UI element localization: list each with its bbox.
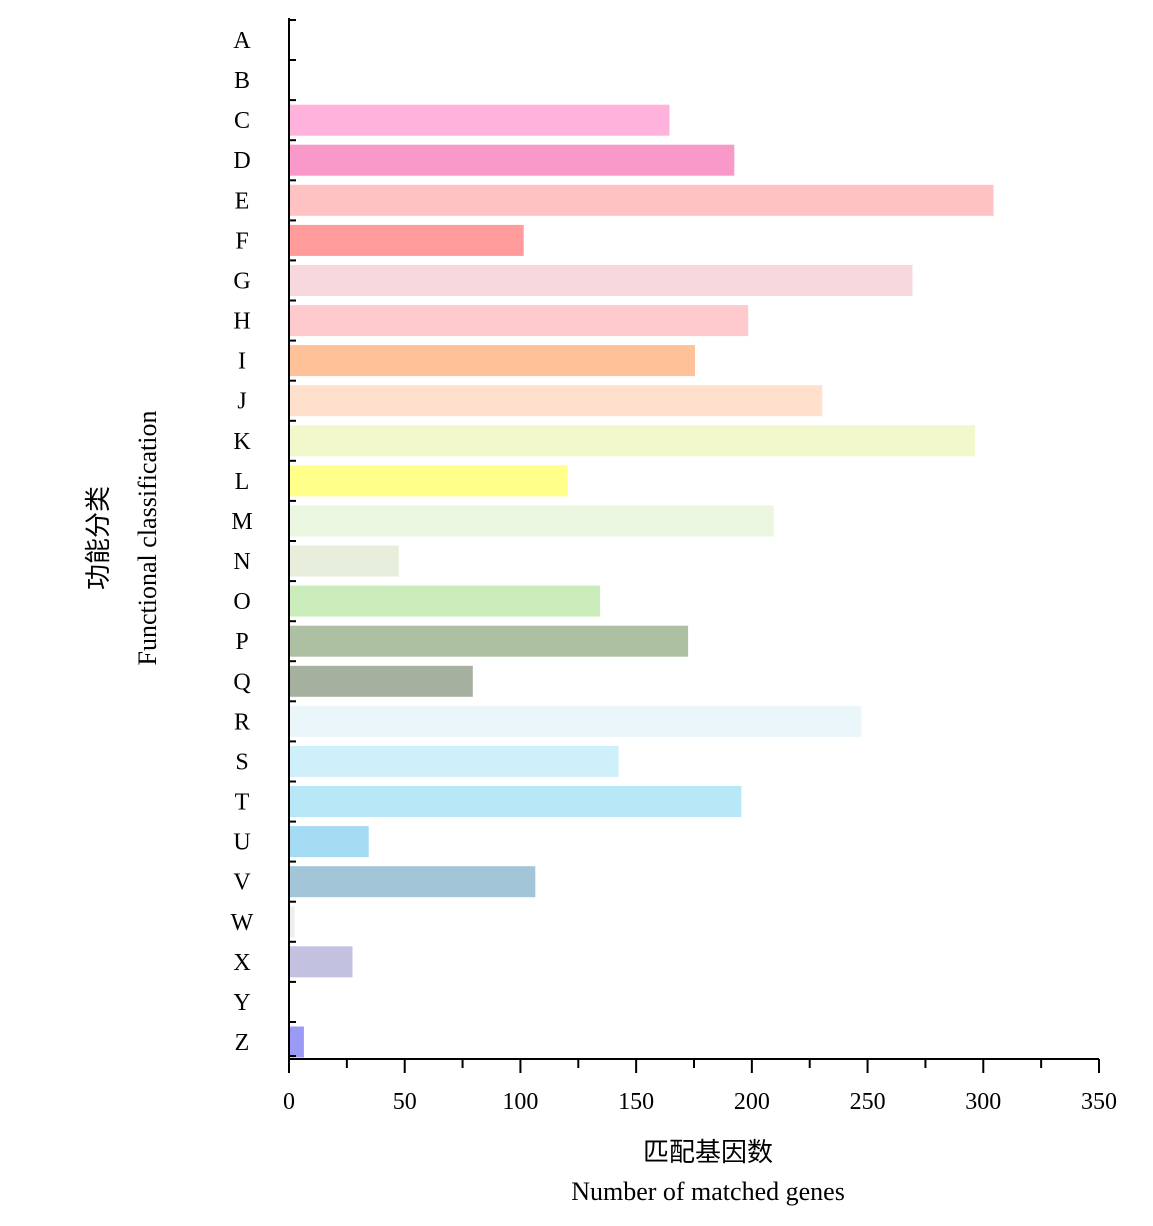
x-tick-label-350: 350 (1081, 1089, 1117, 1115)
bar-u (290, 826, 369, 858)
bar-m (290, 505, 774, 537)
bar-e (290, 184, 994, 216)
bar-r (290, 705, 862, 737)
x-tick-label-0: 0 (283, 1089, 295, 1115)
bar-n (290, 545, 399, 577)
x-tick-label-300: 300 (965, 1089, 1001, 1115)
y-tick-label-d: D (233, 148, 250, 174)
y-tick-label-f: F (235, 228, 248, 254)
y-tick-label-n: N (233, 549, 250, 575)
bar-k (290, 425, 975, 457)
bar-d (290, 144, 735, 176)
x-tick-label-100: 100 (502, 1089, 538, 1115)
y-tick-label-u: U (233, 830, 250, 856)
bar-z (290, 1026, 304, 1058)
x-tick-label-150: 150 (618, 1089, 654, 1115)
y-tick-label-s: S (235, 749, 248, 775)
y-tick-label-q: Q (233, 669, 250, 695)
x-axis-title: Number of matched genes (571, 1177, 845, 1206)
y-tick-label-w: W (231, 910, 254, 936)
x-tick-label-200: 200 (734, 1089, 770, 1115)
bar-h (290, 305, 749, 337)
bar-j (290, 385, 823, 417)
y-tick-label-k: K (233, 429, 251, 455)
bars-group (290, 104, 994, 1058)
y-axis-title-cn: 功能分类 (84, 486, 114, 590)
y-tick-label-h: H (233, 309, 250, 335)
y-tick-label-y: Y (233, 990, 250, 1016)
x-tick-label-50: 50 (393, 1089, 417, 1115)
bar-x (290, 946, 353, 978)
y-tick-label-p: P (235, 629, 248, 655)
x-axis-title-cn: 匹配基因数 (643, 1138, 773, 1168)
y-tick-label-j: J (237, 389, 246, 415)
y-tick-label-z: Z (235, 1030, 250, 1056)
y-tick-label-a: A (233, 28, 251, 54)
x-tick-label-250: 250 (850, 1089, 886, 1115)
y-tick-label-l: L (235, 469, 250, 495)
y-axis-title: Functional classification (133, 411, 162, 666)
bar-t (290, 786, 742, 817)
bar-v (290, 866, 536, 898)
y-tick-label-x: X (233, 950, 250, 976)
bar-g (290, 265, 913, 296)
y-tick-label-t: T (235, 790, 250, 816)
y-tick-label-r: R (234, 709, 250, 735)
bar-f (290, 224, 524, 256)
bar-p (290, 625, 689, 657)
y-tick-label-g: G (233, 269, 250, 295)
y-tick-label-o: O (233, 589, 250, 615)
bar-c (290, 104, 670, 136)
x-ticks-group: 0 50 100 150 200 250 300 350 (283, 1059, 1117, 1115)
bar-q (290, 665, 473, 697)
y-tick-label-m: M (231, 509, 252, 535)
bar-i (290, 345, 695, 377)
bar-w (290, 906, 295, 938)
bar-l (290, 465, 568, 497)
y-tick-label-b: B (234, 68, 250, 94)
bar-o (290, 585, 601, 617)
y-tick-label-c: C (234, 108, 250, 134)
y-tick-label-v: V (233, 870, 251, 896)
y-tick-label-e: E (235, 188, 250, 214)
bar-s (290, 745, 619, 777)
y-tick-label-i: I (238, 349, 246, 375)
